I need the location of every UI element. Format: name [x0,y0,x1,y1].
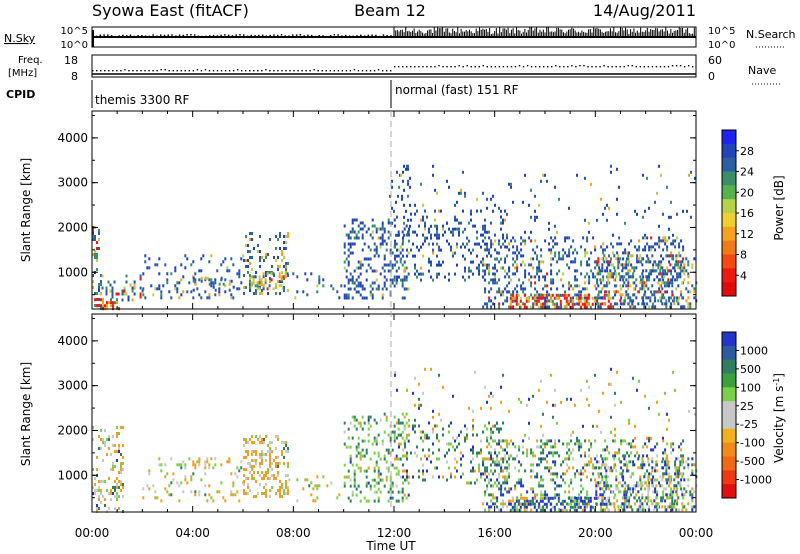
colorbar-tick-label: 12 [740,228,754,241]
colorbar-segment [722,268,736,283]
colorbar-segment [722,415,736,430]
nave-tick-top: 60 [708,54,722,67]
colorbar-segment [722,359,736,374]
colorbar-tick-label: 20 [740,186,754,199]
freq-label-line1: Freq. [18,55,43,66]
sky-noise-panel: N.Sky 10^5 10^0 10^5 10^0 N.Search [4,26,796,51]
frequency-panel: Freq. [MHz] 18 8 60 0 Nave [8,54,780,85]
colorbar-tick-label: 25 [740,400,754,413]
date-label: 14/Aug/2011 [593,1,696,20]
colorbar-tick-label: -500 [740,455,765,468]
colorbar-segment [722,171,736,186]
nsky-tick-bottom: 10^0 [61,40,88,51]
x-tick-label: 12:00 [377,526,412,540]
x-tick-label: 16:00 [477,526,512,540]
nsearch-tick-bottom: 10^0 [708,40,735,51]
cpid-mode-0: themis 3300 RF [95,93,189,107]
power-colorbar-title: Power [dB] [772,175,786,240]
cpid-mode-1: normal (fast) 151 RF [395,83,519,97]
colorbar-segment [722,185,736,200]
power-y-axis: 1000 2000 3000 4000 [57,114,696,296]
velocity-colorbar: 1000 500 100 25 -25 -100 -500 -1000 [721,331,772,499]
velocity-data-cells [92,367,698,513]
x-tick-label: 20:00 [578,526,613,540]
colorbar-tick-label: 100 [740,381,761,394]
colorbar-tick-label: 1000 [740,344,768,357]
colorbar-segment [722,226,736,242]
y-tick-label: 4000 [57,334,88,348]
y-tick-label: 2000 [57,423,88,437]
station-title: Syowa East (fitACF) [92,1,249,20]
velocity-y-axis: 1000 2000 3000 4000 [57,317,696,499]
y-tick-label: 1000 [57,265,88,279]
frequency-trace [92,65,696,75]
nave-tick-bottom: 0 [708,70,715,83]
beam-label: Beam 12 [354,1,426,20]
y-tick-label: 3000 [57,379,88,393]
colorbar-segment [722,332,736,347]
sky-noise-trace [92,27,696,47]
colorbar-segment [722,387,736,402]
colorbar-tick-label: 8 [740,249,747,262]
nsky-tick-top: 10^5 [61,26,88,37]
colorbar-segment [722,345,736,361]
y-tick-label: 2000 [57,220,88,234]
colorbar-segment [722,282,736,297]
cpid-label: CPID [6,88,35,101]
colorbar-segment [722,470,736,485]
colorbar-tick-label: 4 [740,269,747,282]
power-panel: 1000 2000 3000 4000 Slant Range [km] 4 8 12 16… [19,110,786,311]
freq-tick-top: 18 [64,54,78,67]
nsearch-tick-top: 10^5 [708,26,735,37]
velocity-panel: 1000 2000 3000 4000 Slant Range [km] 1000 50… [19,313,787,513]
x-tick-label: 08:00 [276,526,311,540]
colorbar-segment [722,157,736,172]
colorbar-segment [722,130,736,145]
velocity-colorbar-title: Velocity [m s-1] [772,373,787,463]
colorbar-segment [722,428,736,444]
colorbar-tick-label: -100 [740,437,765,450]
x-tick-label: 00:00 [679,526,714,540]
colorbar-segment [722,199,736,214]
x-tick-label: 00:00 [75,526,110,540]
time-axis-label: Time UT [365,539,416,553]
y-tick-label: 4000 [57,131,88,145]
colorbar-segment [722,442,736,457]
time-axis: 00:00 04:00 08:00 12:00 16:00 20:00 00:00 [75,111,714,540]
y-tick-label: 3000 [57,176,88,190]
colorbar-segment [722,401,736,416]
colorbar-tick-label: 24 [740,166,754,179]
y-tick-label: 1000 [57,468,88,482]
colorbar-segment [722,456,736,471]
colorbar-segment [722,213,736,228]
colorbar-segment [722,254,736,269]
colorbar-tick-label: 28 [740,145,754,158]
power-colorbar: 4 8 12 16 20 24 28 [721,129,754,297]
colorbar-segment [722,373,736,388]
colorbar-tick-label: 16 [740,207,754,220]
colorbar-segment [722,484,736,499]
colorbar-segment [722,143,736,159]
velocity-ylabel: Slant Range [km] [19,362,33,466]
nave-label: Nave [748,64,776,77]
x-tick-label: 04:00 [175,526,210,540]
colorbar-segment [722,240,736,255]
colorbar-tick-label: -1000 [740,474,772,487]
freq-label-line2: [MHz] [8,68,37,79]
power-data-cells [92,164,698,311]
colorbar-tick-label: -25 [740,418,758,431]
cpid-panel: CPID themis 3300 RF normal (fast) 151 RF [6,80,519,108]
power-ylabel: Slant Range [km] [19,158,33,262]
nsearch-label: N.Search [746,28,796,41]
nsky-label: N.Sky [4,32,36,45]
colorbar-tick-label: 500 [740,363,761,376]
freq-tick-bottom: 8 [71,70,78,83]
